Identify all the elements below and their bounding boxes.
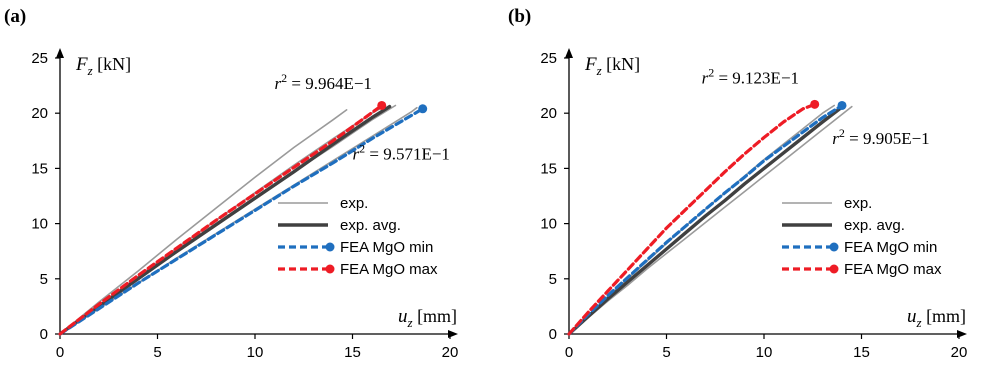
r-squared-annotation: r2 = 9.964E−1 — [275, 71, 372, 93]
panel-label: (a) — [4, 6, 26, 27]
series-line-avg — [58, 104, 392, 336]
y-axis-arrow-icon — [56, 48, 64, 58]
r-squared-annotation: r2 = 9.905E−1 — [832, 126, 929, 148]
y-tick-label: 15 — [540, 160, 557, 177]
series-line-min — [58, 107, 425, 336]
y-axis-title: Fz [kN] — [584, 54, 640, 78]
x-tick-label: 0 — [56, 344, 64, 361]
x-axis-title: uz [mm] — [907, 306, 966, 330]
series-end-marker-max — [810, 99, 820, 109]
chart-panel-a: (a) 0 5 10 15 20 0 5 10 15 20 25 Fz [kN] uz [mm] r2 = … — [4, 6, 458, 361]
y-axis-arrow-icon — [565, 48, 573, 58]
x-tick-label: 20 — [442, 344, 459, 361]
legend-label: exp. avg. — [340, 217, 401, 234]
y-axis-title: Fz [kN] — [75, 54, 131, 78]
y-tick-label: 0 — [40, 326, 48, 343]
x-tick-label: 10 — [756, 344, 773, 361]
legend-label: FEA MgO max — [340, 261, 438, 278]
legend-marker-min — [829, 242, 839, 252]
y-tick-label: 20 — [31, 105, 48, 122]
series-line-max — [567, 102, 817, 336]
y-tick-label: 25 — [31, 50, 48, 67]
legend-marker-min — [325, 242, 335, 252]
series-line-exp — [59, 109, 348, 335]
legend-label: exp. — [844, 195, 872, 212]
y-tick-label: 0 — [549, 326, 557, 343]
series-line-min — [567, 103, 844, 336]
series-line-max — [58, 103, 384, 336]
series-line-avg — [567, 103, 846, 336]
legend-label: exp. avg. — [844, 217, 905, 234]
x-tick-label: 5 — [662, 344, 670, 361]
legend-label: FEA MgO min — [844, 239, 937, 256]
x-tick-label: 5 — [153, 344, 161, 361]
y-tick-label: 20 — [540, 105, 557, 122]
x-tick-label: 15 — [853, 344, 870, 361]
series-end-marker-min — [837, 100, 847, 110]
y-tick-label: 15 — [31, 160, 48, 177]
series-end-marker-min — [418, 104, 428, 114]
y-tick-label: 5 — [549, 271, 557, 288]
legend-label: FEA MgO max — [844, 261, 942, 278]
series-end-marker-max — [377, 100, 387, 110]
y-tick-label: 10 — [31, 216, 48, 233]
legend-marker-max — [829, 264, 839, 274]
legend-label: exp. — [340, 195, 368, 212]
r-squared-annotation: r2 = 9.571E−1 — [353, 142, 450, 164]
x-tick-label: 10 — [247, 344, 264, 361]
legend: exp. exp. avg. FEA MgO min FEA MgO max — [782, 195, 942, 278]
legend: exp. exp. avg. FEA MgO min FEA MgO max — [278, 195, 438, 278]
chart-panel-b: (b) 0 5 10 15 20 0 5 10 15 20 25 Fz [kN] uz [mm] r2 = … — [508, 6, 967, 361]
legend-marker-max — [325, 264, 335, 274]
x-tick-label: 20 — [951, 344, 968, 361]
panel-label: (b) — [508, 6, 531, 27]
y-tick-label: 5 — [40, 271, 48, 288]
series-line-exp — [568, 105, 853, 335]
y-tick-label: 25 — [540, 50, 557, 67]
legend-label: FEA MgO min — [340, 239, 433, 256]
x-tick-label: 0 — [565, 344, 573, 361]
y-tick-label: 10 — [540, 216, 557, 233]
x-tick-label: 15 — [344, 344, 361, 361]
r-squared-annotation: r2 = 9.123E−1 — [702, 65, 799, 87]
x-axis-title: uz [mm] — [398, 306, 457, 330]
